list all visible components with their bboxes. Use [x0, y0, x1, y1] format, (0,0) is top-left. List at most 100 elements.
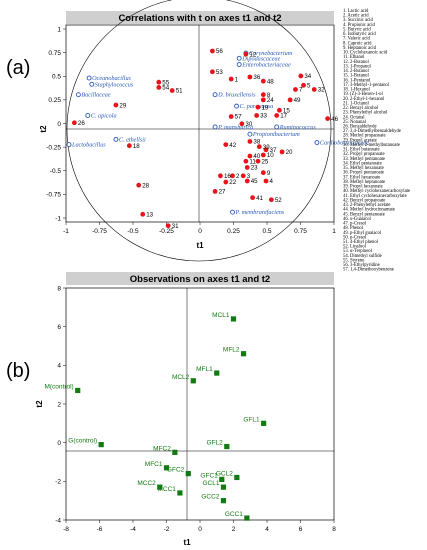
- correlation-x-tick-label: 0.25: [227, 228, 240, 235]
- observation-plot-area: [65, 287, 335, 521]
- compound-legend-item: 12. 2-Butanol: [343, 60, 369, 65]
- compound-legend-item: 51. 4-Ethyl phenol: [343, 240, 379, 245]
- bacteria-point-label: Staphylococcus: [95, 81, 134, 88]
- correlation-x-axis-label: t1: [196, 241, 204, 250]
- correlation-title: Correlations with t on axes t1 and t2: [118, 13, 281, 24]
- compound-point-marker: [263, 147, 269, 153]
- observation-point-label: GFC1: [200, 472, 218, 479]
- compound-legend-item: 43. 2-Phenylethyl acetate: [343, 203, 391, 208]
- compound-point-marker: [228, 76, 234, 82]
- observation-point-label: GFL1: [243, 416, 260, 423]
- compound-legend-item: 57. 1,4-Dimethoxybenzene: [343, 268, 394, 273]
- compound-point-label: 40: [253, 153, 260, 160]
- compound-point-label: 16: [224, 173, 231, 180]
- compound-point-label: 29: [119, 102, 126, 109]
- correlation-x-tick-label: 1: [332, 228, 336, 235]
- compound-point-marker: [212, 189, 218, 194]
- compound-point-marker: [301, 82, 306, 88]
- correlation-y-tick-label: 1: [57, 26, 61, 33]
- compound-point-marker: [156, 79, 162, 85]
- observation-x-tick-label: -2: [164, 526, 170, 533]
- bacteria-point-label: Enterobacteriaceae: [241, 62, 291, 69]
- compound-legend-item: 24. Octanal: [343, 115, 365, 120]
- compound-point-marker: [244, 178, 250, 184]
- compound-point-marker: [126, 143, 132, 149]
- compound-legend-item: 8. Caproic acid: [343, 41, 372, 46]
- compound-legend-item: 50. p-Cresol: [343, 235, 367, 240]
- observation-y-tick-label: 4: [57, 363, 61, 370]
- compound-legend-item: 35. Methyl hexanoate: [343, 166, 384, 171]
- compound-point-marker: [218, 173, 223, 179]
- observation-x-axis-label: t1: [183, 538, 191, 547]
- compound-point-label: 4: [270, 178, 274, 185]
- bacteria-point-label: Bacillaceae: [81, 92, 110, 99]
- compound-point-marker: [169, 88, 175, 93]
- correlation-x-tick-label: -0.75: [92, 228, 107, 235]
- observation-x-tick-label: 0: [198, 526, 202, 533]
- compound-point-label: 5: [307, 83, 311, 90]
- compound-legend-item: 21. 1-Octanol: [343, 101, 369, 106]
- compound-legend-item: 6. Isobutyric acid: [343, 32, 376, 37]
- observation-x-tick-label: -4: [130, 526, 136, 533]
- compound-point-label: 22: [229, 179, 236, 186]
- observation-chart: Observations on axes t1 and t2 -8 -6 -4 -2 0…: [35, 272, 336, 547]
- bacteria-point-marker: [113, 136, 119, 142]
- correlation-plot-area: [65, 24, 335, 223]
- compound-point-label: 23: [251, 165, 258, 172]
- correlation-x-tick-label: 0.75: [294, 228, 307, 235]
- compound-point-label: 3: [247, 173, 251, 180]
- compound-point-marker: [223, 179, 229, 185]
- compound-point-label: 30: [245, 121, 252, 128]
- compound-point-marker: [277, 107, 282, 113]
- compound-point-marker: [71, 120, 77, 126]
- compound-point-marker: [165, 223, 171, 229]
- compound-point-label: 42: [229, 142, 236, 149]
- compound-legend-item: 30. Methyl 2-methylbutanoate: [343, 143, 400, 148]
- compound-legend-item: 29. Propyl acetate: [343, 138, 377, 143]
- observation-x-tick-label: 8: [332, 526, 336, 533]
- bacteria-point-label: Corynebacterium: [249, 50, 293, 57]
- compound-point-label: 13: [146, 211, 153, 218]
- observation-point-marker: [220, 498, 227, 504]
- observation-point-marker: [190, 378, 196, 384]
- compound-legend-item: 55. Styrene: [343, 258, 364, 263]
- compound-point-marker: [260, 152, 266, 158]
- correlation-y-tick-label: -1: [55, 215, 61, 222]
- panel-a-label: (a): [6, 57, 30, 79]
- bacteria-point-label: P. manshurica: [217, 124, 253, 131]
- compound-legend-item: 20. 2-Ethyl-1-hexanol: [343, 97, 385, 102]
- observation-point-label: MCL1: [212, 312, 230, 319]
- correlation-x-tick-label: 0: [198, 228, 202, 235]
- compound-point-marker: [243, 51, 249, 57]
- compound-legend-item: 17. 3-Methyl-1-pentanol: [343, 83, 390, 88]
- compound-point-label: 52: [275, 197, 282, 204]
- observation-point-label: MCL2: [172, 374, 190, 381]
- compound-point-label: 26: [78, 120, 85, 127]
- compound-point-marker: [311, 87, 317, 92]
- panel-b-label: (b): [6, 360, 30, 382]
- compound-point-label: 9: [267, 170, 271, 177]
- compound-point-label: 1: [235, 76, 239, 83]
- bacteria-point-label: Dipodascaceae: [241, 55, 280, 62]
- bacteria-point-marker: [236, 62, 242, 67]
- correlation-x-tick-label: 0.5: [262, 228, 271, 235]
- observation-point-label: GCC2: [201, 494, 219, 501]
- compound-legend-item: 52. Linalool: [343, 245, 367, 250]
- compound-legend-item: 53. α-Terpineol: [343, 249, 373, 254]
- compound-legend-item: 19. (Z)-3-Hexen-1-ol: [343, 92, 384, 97]
- compound-point-label: 7: [299, 87, 303, 94]
- compound-point-marker: [325, 116, 331, 121]
- observation-point-marker: [98, 442, 104, 448]
- observation-point-label: GFL2: [207, 440, 224, 447]
- bacteria-point-label: Ruminococcus: [279, 124, 317, 131]
- compound-point-label: 41: [256, 195, 263, 202]
- compound-legend-item: 2. Acetic acid: [343, 14, 369, 19]
- observation-point-marker: [240, 351, 247, 357]
- compound-legend-item: 4. Propionic acid: [343, 23, 376, 28]
- observation-point-label: MFC1: [145, 461, 163, 468]
- compound-legend-item: 45. Benzyl pentanoate: [343, 212, 385, 217]
- observation-title: Observations on axes t1 and t2: [130, 274, 270, 285]
- compound-point-label: 32: [318, 87, 325, 94]
- observation-point-label: GFC2: [167, 467, 185, 474]
